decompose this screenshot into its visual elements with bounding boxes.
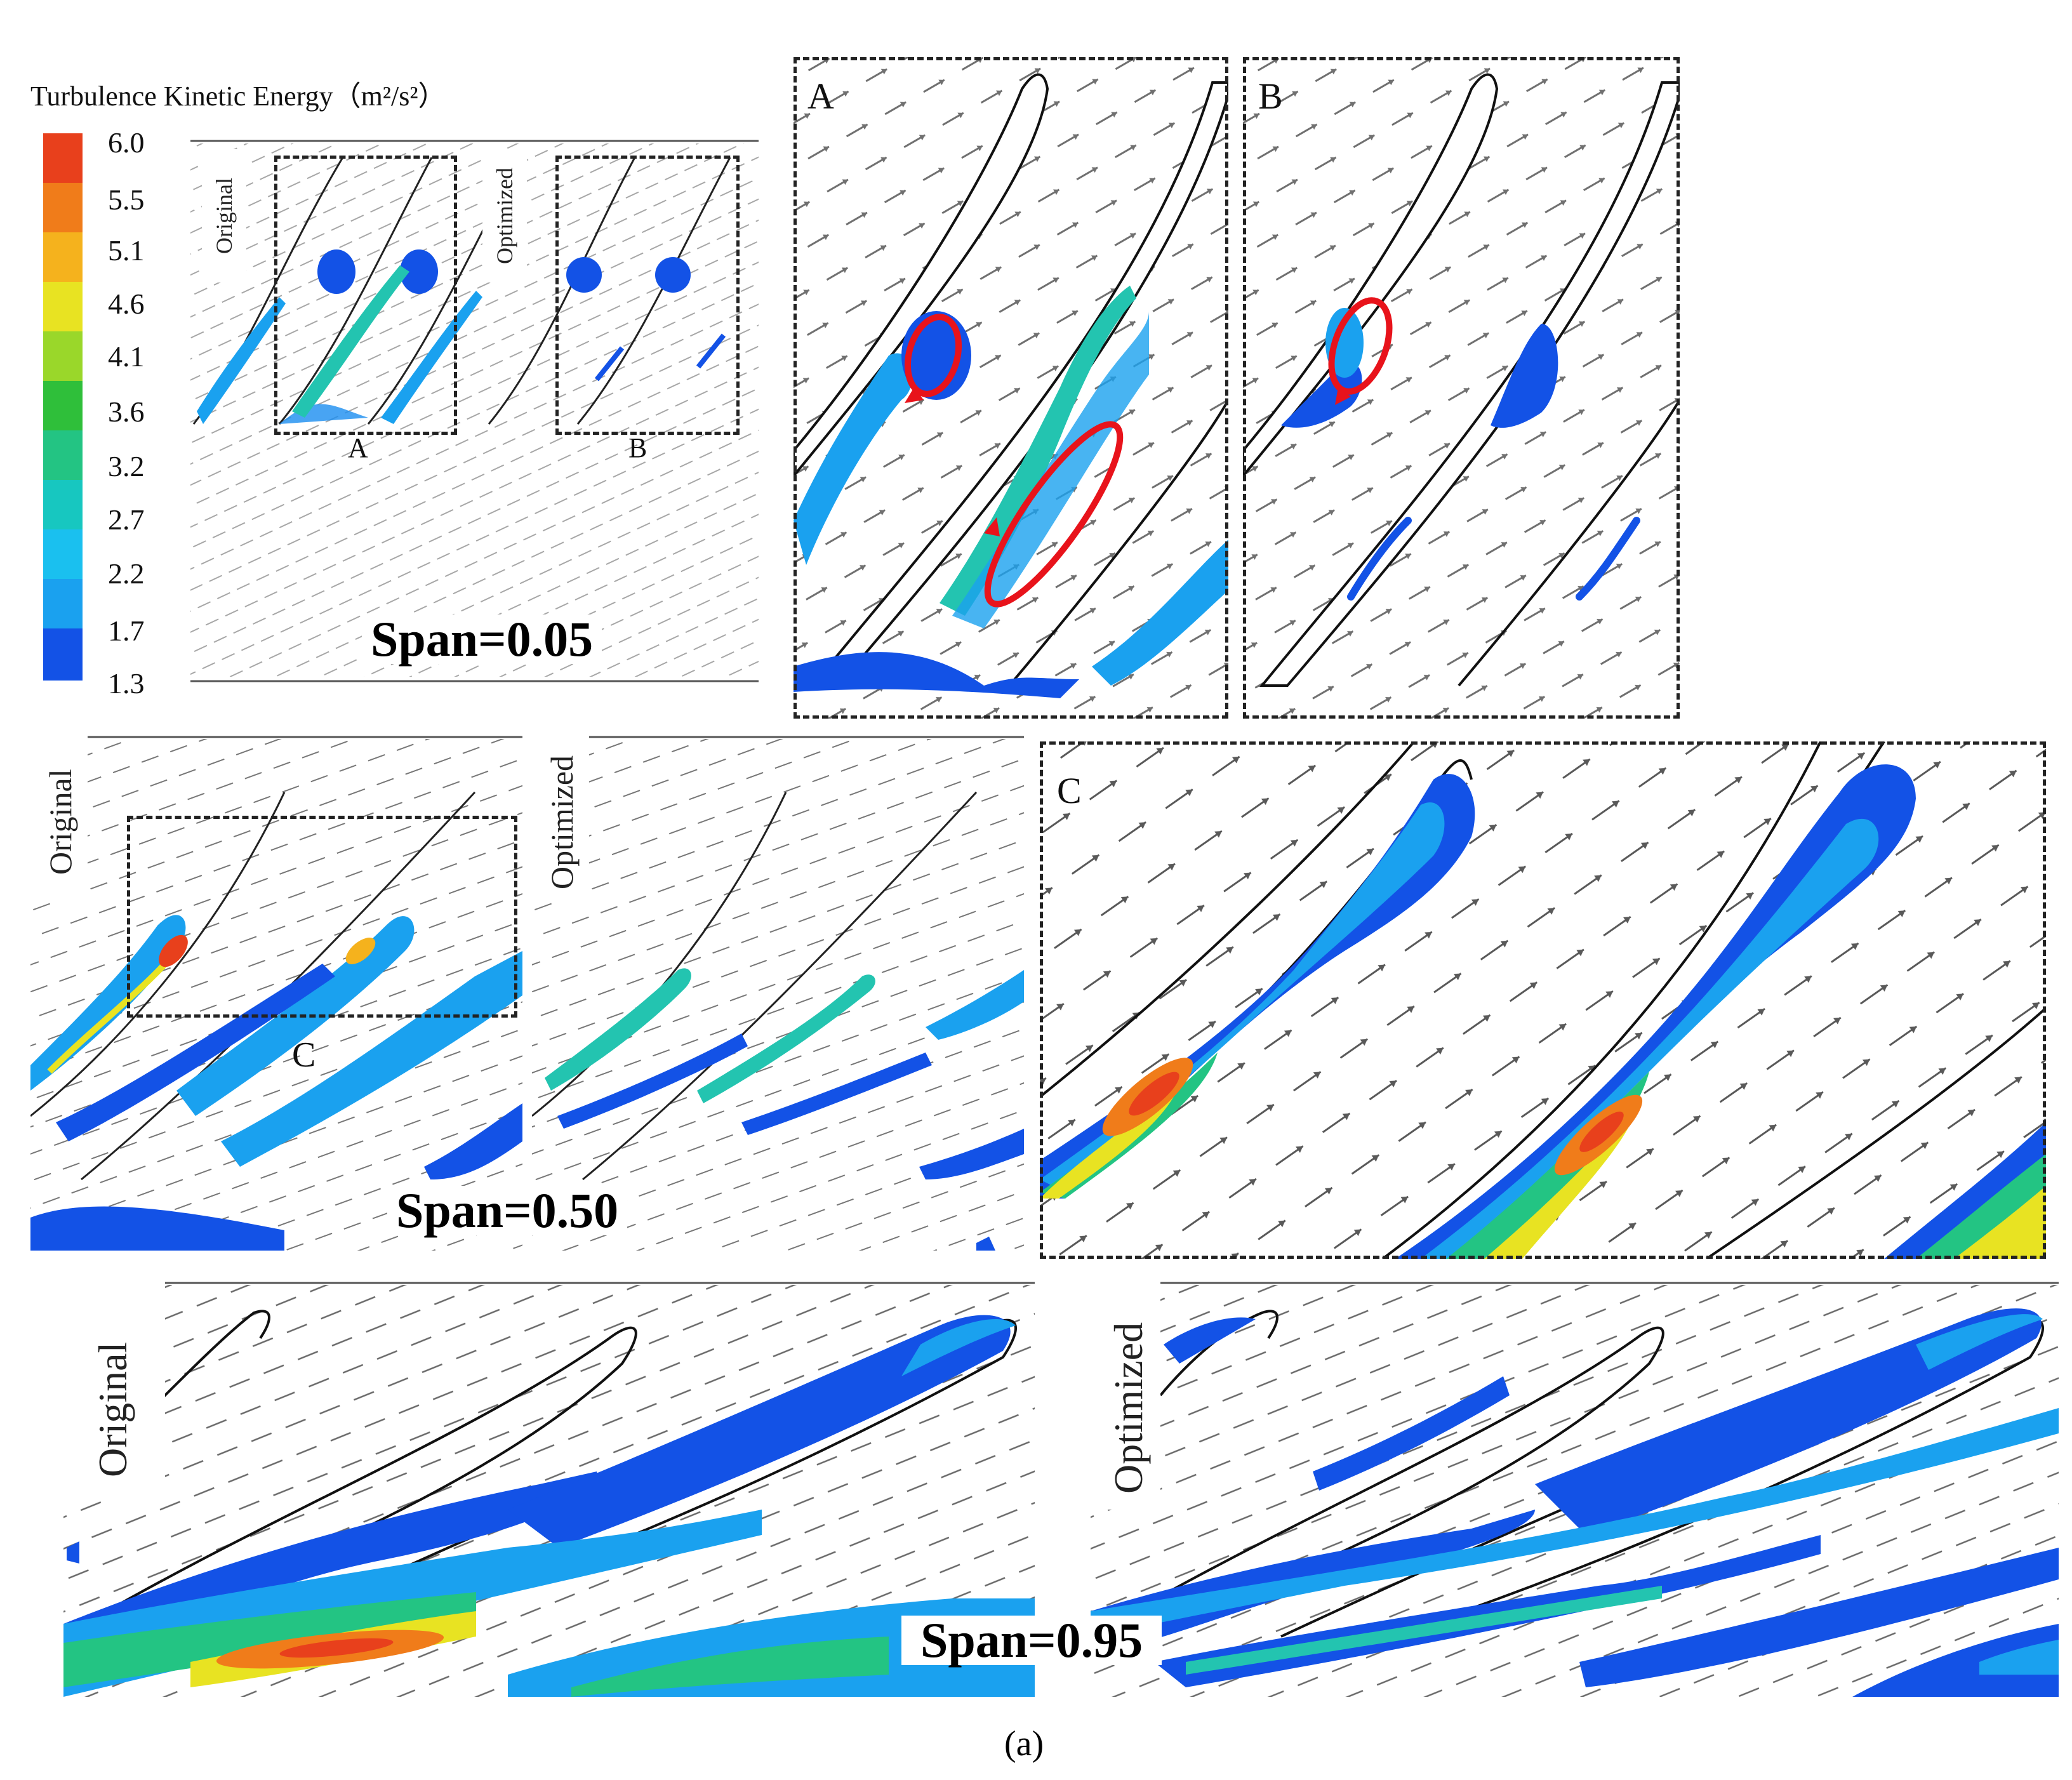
zoom-c-label: C bbox=[1057, 770, 1082, 811]
span050-original-panel bbox=[30, 735, 522, 1251]
legend-tick: 4.6 bbox=[108, 288, 145, 320]
zoom-b-panel bbox=[1243, 57, 1680, 719]
colorbar bbox=[43, 133, 83, 681]
zoom-c-frame bbox=[1040, 741, 2046, 1259]
span095-original-label: Original bbox=[81, 1320, 145, 1498]
zoom-a-frame bbox=[794, 57, 1228, 719]
span095-original-panel bbox=[63, 1281, 1035, 1697]
zoom-b-frame bbox=[1243, 57, 1680, 719]
colorbar-swatch bbox=[43, 133, 83, 183]
span005-original-label: Original bbox=[202, 149, 246, 282]
colorbar-swatch bbox=[43, 232, 83, 282]
box-b-label: B bbox=[628, 432, 648, 463]
box-a bbox=[274, 156, 457, 435]
span005-panel bbox=[190, 138, 759, 684]
span095-optimized-label: Optimized bbox=[1097, 1306, 1160, 1510]
colorbar-swatch bbox=[43, 628, 83, 681]
legend-tick: 1.7 bbox=[108, 614, 145, 647]
span005-optimized-label: Optimized bbox=[482, 149, 527, 282]
legend-tick: 3.6 bbox=[108, 395, 145, 428]
legend-tick: 3.2 bbox=[108, 450, 145, 482]
colorbar-swatch bbox=[43, 430, 83, 480]
zoom-b-label: B bbox=[1258, 76, 1283, 117]
span050-optimized-label: Optimized bbox=[540, 746, 584, 898]
box-a-label: A bbox=[348, 432, 368, 463]
legend-tick: 5.5 bbox=[108, 183, 145, 216]
zoom-a-panel bbox=[794, 57, 1228, 719]
legend-title: Turbulence Kinetic Energy（m²/s²） bbox=[30, 81, 446, 112]
colorbar-swatch bbox=[43, 183, 83, 232]
legend-tick: 6.0 bbox=[108, 126, 145, 159]
legend-tick: 4.1 bbox=[108, 340, 145, 373]
legend-tick: 5.1 bbox=[108, 234, 145, 267]
span050-original-label: Original bbox=[38, 746, 83, 898]
colorbar-swatch bbox=[43, 480, 83, 529]
colorbar-swatch bbox=[43, 331, 83, 381]
colorbar-swatch bbox=[43, 381, 83, 430]
figure-caption: (a) bbox=[1004, 1724, 1044, 1763]
span095-optimized-panel bbox=[1091, 1281, 2059, 1697]
legend-tick: 1.3 bbox=[108, 667, 145, 700]
span005-label: Span=0.05 bbox=[362, 614, 602, 664]
box-b bbox=[555, 156, 740, 435]
span050-optimized-panel bbox=[532, 735, 1024, 1251]
legend-tick: 2.7 bbox=[108, 503, 145, 536]
span050-label: Span=0.50 bbox=[387, 1186, 628, 1235]
span095-label: Span=0.95 bbox=[901, 1616, 1162, 1665]
zoom-a-label: A bbox=[807, 76, 834, 117]
box-c-label: C bbox=[292, 1035, 316, 1075]
colorbar-swatch bbox=[43, 579, 83, 628]
box-c bbox=[127, 816, 517, 1018]
colorbar-swatch bbox=[43, 529, 83, 579]
zoom-c-panel bbox=[1040, 741, 2046, 1259]
legend-tick: 2.2 bbox=[108, 557, 145, 590]
colorbar-swatch bbox=[43, 282, 83, 331]
